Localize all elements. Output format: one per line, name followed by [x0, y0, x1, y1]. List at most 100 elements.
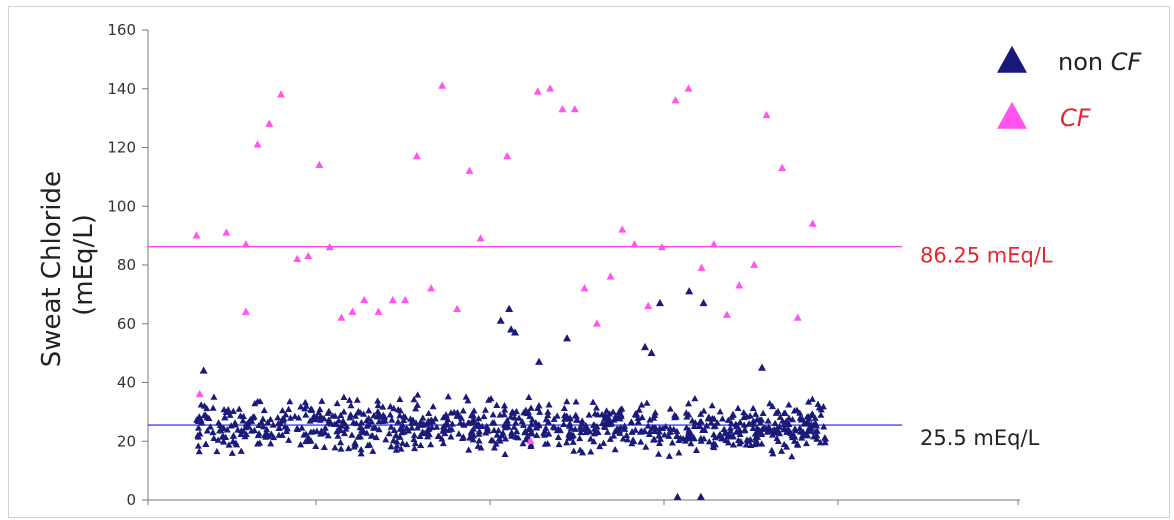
y-tick-label: 120	[107, 139, 136, 157]
data-point-non-cf	[293, 425, 301, 432]
data-point-non-cf	[651, 409, 659, 416]
data-point-non-cf	[450, 408, 458, 416]
data-point-non-cf	[374, 401, 382, 409]
data-point-non-cf	[603, 407, 611, 414]
data-point-non-cf	[198, 419, 206, 426]
data-point-non-cf	[337, 445, 345, 452]
data-point-non-cf	[264, 418, 272, 426]
data-point-non-cf	[194, 417, 202, 424]
data-point-non-cf	[771, 419, 779, 427]
data-point-non-cf	[258, 419, 266, 426]
data-point-non-cf	[369, 432, 377, 439]
data-point-non-cf	[490, 426, 498, 433]
data-point-cf	[465, 166, 474, 174]
data-point-cf	[533, 87, 542, 95]
data-point-non-cf	[340, 429, 348, 437]
legend-label-italic: CF	[1060, 104, 1092, 132]
data-point-non-cf	[397, 445, 405, 452]
data-point-non-cf	[339, 417, 347, 424]
data-point-non-cf	[499, 429, 507, 436]
series-non-cf	[193, 287, 830, 500]
data-point-non-cf	[683, 424, 691, 431]
data-point-cf	[558, 104, 567, 113]
data-point-non-cf	[259, 415, 267, 422]
data-point-non-cf	[308, 405, 316, 413]
data-point-non-cf	[528, 430, 536, 437]
reference-line-label: 86.25 mEq/L	[920, 244, 1053, 268]
data-point-non-cf	[572, 398, 580, 405]
data-point-non-cf	[798, 434, 806, 441]
legend-label: non CF	[1058, 48, 1142, 76]
data-point-non-cf	[754, 439, 762, 447]
data-point-non-cf	[348, 431, 356, 438]
data-point-non-cf	[576, 434, 584, 442]
data-point-non-cf	[740, 413, 748, 421]
data-point-non-cf	[650, 435, 658, 443]
data-point-non-cf	[800, 419, 808, 426]
data-point-non-cf	[347, 411, 355, 418]
data-point-non-cf	[590, 437, 598, 445]
data-point-non-cf	[266, 415, 274, 423]
data-point-non-cf	[220, 433, 228, 440]
data-point-non-cf	[481, 406, 489, 413]
data-point-non-cf	[457, 414, 465, 421]
y-tick-label: 100	[107, 197, 136, 215]
data-point-non-cf	[202, 440, 210, 447]
data-point-non-cf	[600, 415, 608, 422]
data-point-non-cf	[621, 422, 629, 429]
data-point-cf	[793, 313, 802, 321]
data-point-non-cf	[345, 444, 353, 452]
data-point-non-cf	[634, 418, 642, 425]
data-point-cf	[697, 263, 706, 271]
data-point-non-cf	[392, 446, 400, 453]
data-point-non-cf	[608, 420, 616, 427]
data-point-non-cf	[703, 421, 711, 429]
data-point-cf	[315, 160, 324, 169]
data-point-non-cf	[736, 418, 744, 426]
data-point-non-cf	[470, 407, 478, 414]
data-point-non-cf	[337, 426, 345, 434]
data-point-non-cf	[495, 434, 503, 442]
data-point-non-cf	[773, 425, 781, 432]
data-point-non-cf	[469, 412, 477, 419]
data-point-non-cf	[369, 447, 377, 454]
data-point-cf	[644, 301, 653, 310]
data-point-non-cf	[655, 428, 663, 435]
data-point-non-cf	[203, 404, 211, 412]
data-point-non-cf	[774, 429, 782, 436]
data-point-cf	[618, 225, 627, 233]
data-point-non-cf	[707, 419, 715, 426]
data-point-non-cf	[374, 397, 382, 404]
data-point-non-cf	[331, 444, 339, 451]
data-point-non-cf	[382, 436, 390, 443]
data-point-non-cf	[490, 444, 498, 451]
data-point-non-cf	[399, 421, 407, 428]
data-point-non-cf	[494, 426, 502, 434]
y-tick-label: 160	[107, 21, 136, 39]
data-point-non-cf	[545, 430, 553, 437]
data-point-non-cf	[513, 427, 521, 435]
data-point-non-cf	[408, 419, 416, 426]
data-point-non-cf	[475, 437, 483, 444]
data-point-non-cf	[420, 429, 428, 437]
data-point-non-cf	[331, 412, 339, 419]
data-point-non-cf	[804, 413, 812, 420]
data-point-non-cf	[507, 325, 516, 333]
data-point-non-cf	[255, 429, 263, 437]
data-point-non-cf	[519, 421, 527, 428]
data-point-non-cf	[609, 408, 617, 415]
data-point-non-cf	[366, 441, 374, 448]
data-point-non-cf	[573, 416, 581, 423]
data-point-non-cf	[522, 406, 530, 413]
data-point-non-cf	[434, 432, 442, 439]
data-point-non-cf	[566, 415, 574, 422]
data-point-non-cf	[300, 431, 308, 438]
data-point-non-cf	[710, 422, 718, 430]
data-point-non-cf	[229, 437, 237, 445]
data-point-non-cf	[598, 410, 606, 418]
data-point-non-cf	[576, 446, 584, 453]
data-point-non-cf	[729, 441, 737, 448]
data-point-non-cf	[399, 439, 407, 446]
data-point-non-cf	[740, 421, 748, 428]
data-point-non-cf	[412, 419, 420, 426]
